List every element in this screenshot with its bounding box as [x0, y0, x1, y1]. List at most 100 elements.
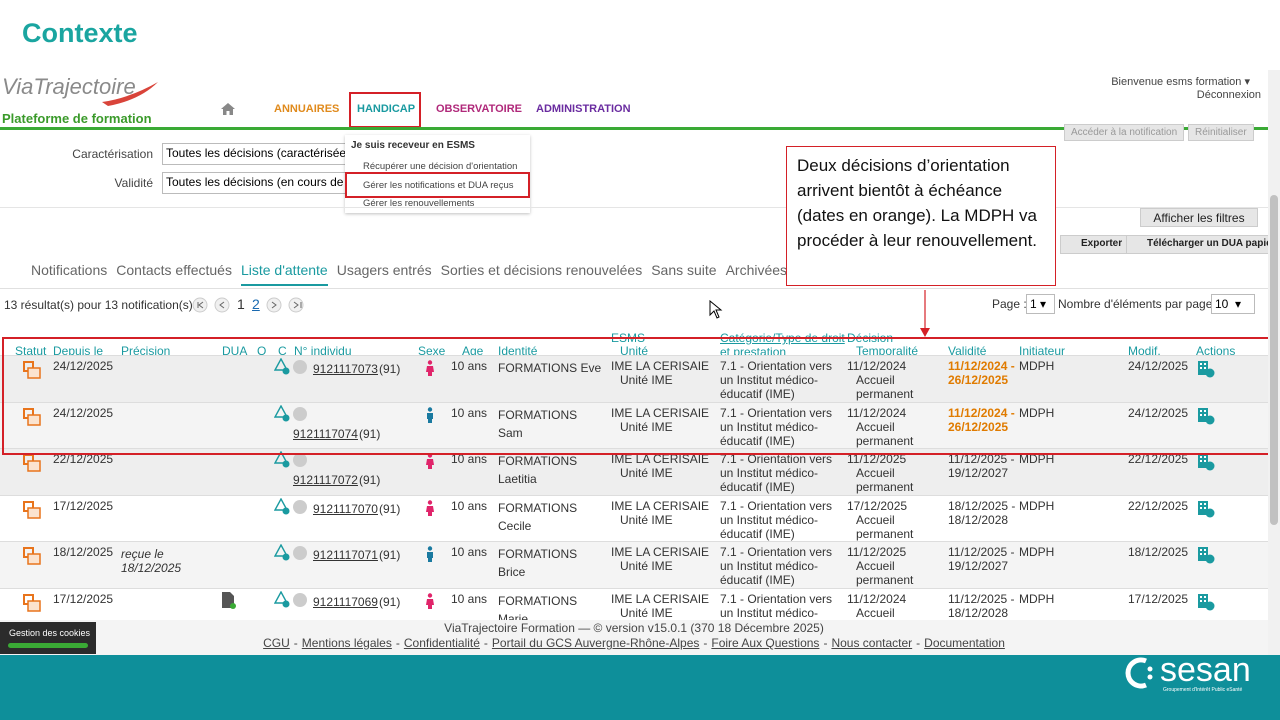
- individual-number[interactable]: 9121117074: [293, 426, 358, 441]
- pager-arrows[interactable]: [266, 297, 308, 313]
- esms: IME LA CERISAIE: [611, 498, 710, 513]
- individual-number[interactable]: 9121117070: [313, 501, 378, 516]
- column-header[interactable]: Sexe: [418, 344, 446, 358]
- button[interactable]: Télécharger un DUA papier: [1126, 235, 1280, 254]
- per-page-select[interactable]: 10 ▾: [1211, 294, 1255, 314]
- identity: FORMATIONS Cecile: [498, 500, 578, 533]
- sex-icon: [426, 453, 434, 470]
- column-header[interactable]: N° individu: [294, 344, 352, 358]
- footer-link[interactable]: Confidentialité: [403, 636, 480, 650]
- footer-link[interactable]: Portail du GCS Auvergne-Rhône-Alpes: [491, 636, 700, 650]
- page-value: 1: [1030, 297, 1037, 311]
- column-header[interactable]: Modif.: [1128, 344, 1161, 358]
- filter-select[interactable]: Toutes les décisions (en cours de validi…: [162, 172, 350, 194]
- alert-icon-svg: [273, 404, 290, 422]
- highlight-box: [349, 92, 421, 128]
- sex-icon: [426, 500, 434, 516]
- button[interactable]: Réinitialiser: [1188, 124, 1254, 141]
- pager-arrows[interactable]: [192, 297, 234, 313]
- status-dot: [293, 406, 307, 421]
- logo-swoosh: [102, 82, 158, 106]
- actions-icon[interactable]: [1197, 499, 1216, 518]
- footer-link[interactable]: Mentions légales: [301, 636, 392, 650]
- actions-icon[interactable]: [1197, 359, 1216, 378]
- individual-number[interactable]: 9121117071: [313, 548, 378, 563]
- sex-icon-svg: [427, 406, 433, 423]
- status-icon: [22, 546, 42, 566]
- scrollbar[interactable]: [1268, 70, 1280, 655]
- actions-icon[interactable]: [1197, 545, 1216, 564]
- temporality: Accueil permanent: [856, 419, 914, 448]
- nav-item[interactable]: HANDICAP: [357, 103, 416, 115]
- column-header: Précision: [121, 344, 171, 358]
- welcome[interactable]: Bienvenue esms formation ▾: [1111, 76, 1250, 88]
- sex-icon-svg: [426, 360, 434, 376]
- tab[interactable]: Sorties et décisions renouvelées: [440, 262, 643, 278]
- footer-link[interactable]: Documentation: [924, 636, 1005, 650]
- tab-rule: [0, 288, 1268, 289]
- decision-date: 11/12/2024: [847, 359, 907, 373]
- status-icon-svg: [23, 407, 41, 426]
- table-row[interactable]: 18/12/2025 reçue le 18/12/2025 9121117071(…: [0, 541, 1268, 589]
- individual-number[interactable]: 9121117069: [313, 595, 378, 609]
- initiator: MDPH: [1019, 592, 1055, 606]
- validity: 11/12/2024 - 26/12/2025: [948, 405, 1015, 434]
- button[interactable]: Accéder à la notification: [1064, 124, 1185, 141]
- tab[interactable]: Usagers entrés: [336, 262, 432, 278]
- status-dot: [293, 593, 307, 607]
- nav-item[interactable]: ADMINISTRATION: [536, 103, 631, 115]
- esms: IME LA CERISAIE: [611, 545, 710, 560]
- tab[interactable]: Contacts effectués: [116, 262, 232, 278]
- footer-link[interactable]: CGU: [263, 636, 290, 650]
- column-header[interactable]: C: [278, 344, 287, 358]
- menu-item[interactable]: Récupérer une décision d'orientation: [363, 161, 518, 172]
- sex-icon-svg: [427, 546, 433, 563]
- cookie-button[interactable]: Gestion des cookies: [0, 622, 96, 654]
- individual-number[interactable]: 9121117073: [313, 362, 378, 376]
- page-select[interactable]: 1 ▾: [1026, 294, 1055, 314]
- table-row[interactable]: 24/12/2025 9121117073 (91) 10 ans FORMATIONS…: [0, 355, 1268, 402]
- status-icon-svg: [23, 500, 41, 519]
- column-header[interactable]: Depuis le: [53, 344, 104, 358]
- tab[interactable]: Sans suite: [651, 262, 717, 278]
- status-icon: [22, 360, 42, 380]
- decision-date: 11/12/2025: [847, 545, 907, 560]
- table-row[interactable]: 17/12/2025 9121117070 (91) 10 ans FORMATIONS…: [0, 494, 1268, 542]
- nav-item[interactable]: OBSERVATOIRE: [436, 103, 522, 115]
- tab[interactable]: Liste d'attente: [240, 262, 328, 286]
- button[interactable]: Afficher les filtres: [1140, 208, 1258, 227]
- column-header[interactable]: Statut: [15, 344, 47, 358]
- page-number[interactable]: 1: [237, 296, 245, 312]
- nav-item[interactable]: ANNUAIRES: [274, 103, 340, 115]
- column-header[interactable]: Age: [462, 344, 484, 358]
- menu-item[interactable]: Gérer les renouvellements: [363, 198, 475, 209]
- home-icon[interactable]: [220, 102, 236, 116]
- column-header[interactable]: Identité: [498, 344, 538, 358]
- table-row[interactable]: 24/12/2025 9121117074 (91) 10 ans FORMATIONS…: [0, 401, 1268, 449]
- tab[interactable]: Notifications: [31, 262, 108, 278]
- actions-icon[interactable]: [1197, 452, 1216, 471]
- button[interactable]: Exporter: [1060, 235, 1130, 254]
- column-header: Temporalité: [856, 344, 919, 358]
- initiator: MDPH: [1019, 498, 1055, 513]
- status-icon: [22, 407, 42, 427]
- filter-label: Caractérisation: [72, 147, 153, 161]
- status-dot-svg: [293, 360, 307, 374]
- logout[interactable]: Déconnexion: [1196, 89, 1261, 101]
- page-number[interactable]: 2: [252, 296, 260, 312]
- menu-item[interactable]: Gérer les notifications et DUA reçus: [363, 180, 514, 191]
- actions-icon[interactable]: [1197, 592, 1216, 611]
- footer-link[interactable]: Nous contacter: [831, 636, 913, 650]
- actions-icon[interactable]: [1197, 406, 1216, 425]
- alert-icon-svg: [273, 543, 290, 561]
- table-row[interactable]: 17/12/2025 9121117069 (91) 10 ans FORMATIONS…: [0, 588, 1268, 620]
- filter-select[interactable]: Toutes les décisions (caractérisées ou n…: [162, 143, 350, 165]
- table-row[interactable]: 22/12/2025 9121117072 (91) 10 ans FORMATIONS…: [0, 448, 1268, 496]
- footer-link[interactable]: Foire Aux Questions: [711, 636, 820, 650]
- department: (91): [379, 548, 401, 563]
- scroll-thumb[interactable]: [1270, 195, 1278, 525]
- menu-heading: Je suis receveur en ESMS: [351, 140, 475, 151]
- tab[interactable]: Archivées: [725, 262, 788, 278]
- individual-number[interactable]: 9121117072: [293, 473, 358, 488]
- brand-name: sesan: [1160, 651, 1251, 689]
